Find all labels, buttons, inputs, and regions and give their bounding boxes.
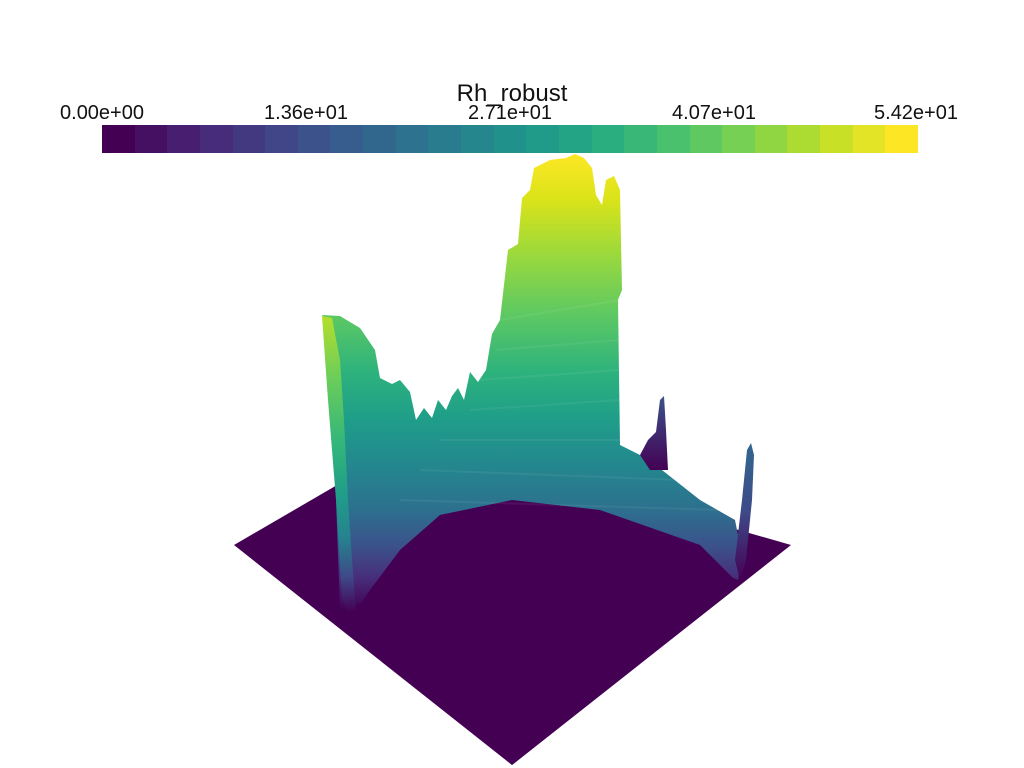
scalar-bar-tick-label: 1.36e+01 (264, 102, 348, 124)
colorbar-swatch (428, 125, 462, 153)
colorbar-swatch (493, 125, 527, 153)
colorbar-swatch (754, 125, 788, 153)
surface-mid-spike (640, 396, 668, 470)
surface-ridge (322, 154, 742, 610)
colorbar-swatch (591, 125, 625, 153)
colorbar-swatch (102, 125, 135, 153)
scalar-bar-colormap (102, 125, 919, 153)
colorbar-swatch (134, 125, 168, 153)
colorbar-swatch (167, 125, 200, 153)
surface-left-spike (322, 316, 356, 612)
colorbar-swatch (787, 125, 821, 153)
colorbar-swatch (885, 125, 919, 153)
colorbar-swatch (363, 125, 396, 153)
scalar-bar-tick-label: 5.42e+01 (874, 102, 958, 124)
colorbar-swatch (820, 125, 853, 153)
colorbar-swatch (722, 125, 755, 153)
colorbar-swatch (265, 125, 298, 153)
floor-front (355, 500, 735, 765)
scalar-bar-tick-label: 4.07e+01 (672, 102, 756, 124)
colorbar-swatch (558, 125, 592, 153)
contour-bands (399, 299, 721, 511)
colorbar-swatch (297, 125, 331, 153)
colorbar-swatch (526, 125, 559, 153)
scalar-bar-tick-label: 2.71e+01 (468, 102, 552, 124)
colorbar-swatch (624, 125, 657, 153)
colorbar-swatch (656, 125, 690, 153)
colorbar-swatch (689, 125, 723, 153)
colorbar-swatch (199, 125, 233, 153)
surface-right-spike (735, 443, 754, 580)
colorbar-swatch (232, 125, 266, 153)
colorbar-swatch (461, 125, 494, 153)
colorbar-swatch (395, 125, 429, 153)
colorbar-swatch (852, 125, 886, 153)
scalar-bar-title: Rh_robust (456, 80, 568, 107)
scalar-bar-tick-label: 0.00e+00 (60, 102, 144, 124)
colorbar-swatch (330, 125, 364, 153)
